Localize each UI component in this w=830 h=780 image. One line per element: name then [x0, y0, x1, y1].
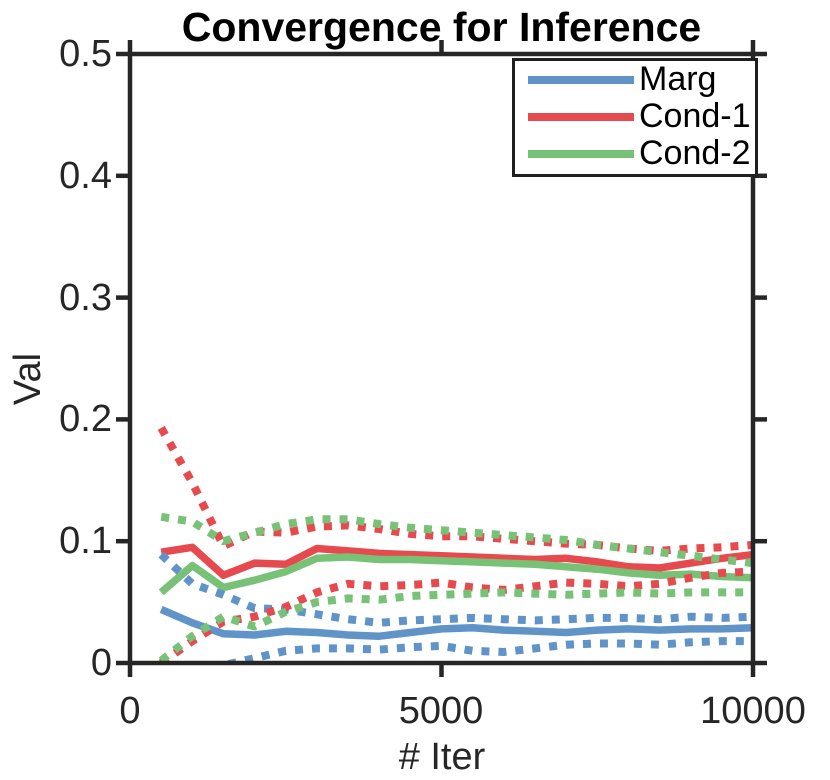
series-line-cond-1-lower-bound: [158, 567, 753, 663]
data-lines-group: [157, 425, 753, 663]
legend-entry-marg: Marg: [515, 61, 755, 98]
x-axis-label: # Iter: [398, 736, 486, 778]
marg-line-swatch: [528, 75, 634, 84]
legend-entry-cond-2: Cond-2: [515, 135, 755, 172]
legend-label-marg: Marg: [639, 60, 717, 98]
x-tick-label-10000: 10000: [700, 690, 806, 732]
y-tick-label-0p5: 0.5: [59, 33, 112, 75]
legend-entry-cond-1: Cond-1: [515, 98, 755, 135]
series-line-cond-1: [160, 543, 753, 580]
chart-title: Convergence for Inference: [181, 4, 702, 50]
cond-1-line-swatch: [528, 112, 634, 121]
legend-label-cond-2: Cond-2: [639, 134, 751, 172]
x-tick-label-0: 0: [119, 690, 141, 732]
legend-box: Marg Cond-1 Cond-2: [512, 58, 758, 177]
y-tick-label-0: 0: [90, 642, 112, 684]
y-tick-label-0p4: 0.4: [59, 155, 112, 197]
y-tick-label-0p3: 0.3: [59, 277, 112, 319]
legend-label-cond-1: Cond-1: [639, 97, 751, 135]
y-tick-label-0p2: 0.2: [59, 398, 112, 440]
series-line-cond-2-upper-bound: [160, 512, 753, 568]
series-line-marg: [159, 605, 753, 640]
series-line-cond-2-lower-bound: [158, 588, 753, 663]
series-line-cond-2: [158, 553, 753, 596]
series-line-marg-lower-bound: [212, 637, 753, 663]
series-line-marg-upper-bound: [158, 551, 753, 627]
y-tick-label-0p1: 0.1: [59, 520, 112, 562]
series-line-cond-1-upper-bound: [157, 425, 753, 555]
x-tick-label-5000: 5000: [398, 690, 484, 732]
cond-2-line-swatch: [528, 149, 634, 158]
